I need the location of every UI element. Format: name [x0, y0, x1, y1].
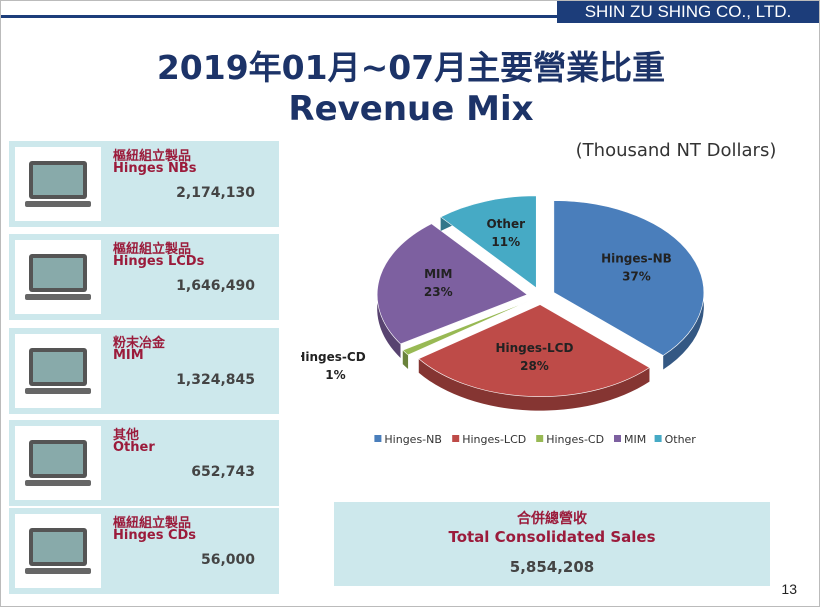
pie-slice — [553, 200, 705, 356]
product-card: 樞紐組立製品 Hinges LCDs 1,646,490 — [9, 234, 279, 320]
product-name-zh: 樞紐組立製品 — [113, 516, 192, 531]
title-line-2: Revenue Mix — [288, 89, 534, 129]
chart-subtitle: (Thousand NT Dollars) — [576, 140, 777, 161]
pie-slice-side — [402, 350, 409, 369]
legend-label: Other — [665, 433, 697, 446]
pie-slice-side — [418, 358, 650, 411]
product-value: 652,743 — [191, 464, 255, 480]
product-icon — [25, 348, 91, 394]
pie-slice — [376, 223, 528, 345]
product-image — [15, 426, 101, 500]
total-label-en: Total Consolidated Sales — [448, 528, 656, 546]
product-name-en: Hinges NBs — [113, 161, 197, 176]
product-image — [15, 240, 101, 314]
product-name-en: Other — [113, 440, 155, 455]
pie-slice — [402, 300, 530, 356]
legend-label: MIM — [624, 433, 646, 446]
product-name-en: Hinges CDs — [113, 528, 197, 543]
product-card: 粉末冶金 MIM 1,324,845 — [9, 328, 279, 414]
product-name-zh: 粉末冶金 — [113, 336, 166, 351]
product-name-en: Hinges LCDs — [113, 254, 205, 269]
product-image — [15, 514, 101, 588]
product-icon — [25, 254, 91, 300]
page-number: 13 — [781, 581, 797, 597]
title-line-1: 2019年01月~07月主要營業比重 — [156, 48, 666, 87]
product-image — [15, 147, 101, 221]
total-label-zh: 合併總營收 — [517, 511, 587, 527]
product-card: 樞紐組立製品 Hinges NBs 2,174,130 — [9, 141, 279, 227]
product-card: 樞紐組立製品 Hinges CDs 56,000 — [9, 508, 279, 594]
total-value: 5,854,208 — [509, 558, 595, 576]
slice-label: Other — [486, 217, 525, 231]
product-value: 56,000 — [200, 552, 255, 568]
legend-swatch — [654, 435, 662, 442]
slice-label: Hinges-NB — [601, 252, 672, 266]
pie-slice — [440, 195, 537, 289]
product-icon — [25, 440, 91, 486]
legend-label: Hinges-LCD — [462, 433, 526, 446]
product-value: 1,324,845 — [176, 372, 255, 388]
product-icon — [25, 528, 91, 574]
product-icon — [25, 161, 91, 207]
legend-swatch — [374, 435, 382, 442]
legend-swatch — [452, 435, 460, 442]
slice-label: MIM — [424, 267, 452, 281]
product-name-zh: 其他 — [113, 428, 140, 443]
legend-label: Hinges-NB — [384, 433, 442, 446]
slice-value-label: 23% — [424, 285, 453, 299]
slice-value-label: 37% — [622, 270, 651, 284]
product-name-zh: 樞紐組立製品 — [113, 242, 192, 257]
product-value: 2,174,130 — [176, 185, 255, 201]
slice-value-label: 11% — [491, 235, 520, 249]
product-image — [15, 334, 101, 408]
product-value: 1,646,490 — [176, 278, 255, 294]
product-name-zh: 樞紐組立製品 — [113, 149, 192, 164]
company-name: SHIN ZU SHING CO., LTD. — [557, 1, 819, 23]
slice-label: Hinges-CD — [301, 350, 366, 364]
slice-value-label: 28% — [520, 359, 549, 373]
slice-label: Hinges-LCD — [495, 341, 573, 355]
legend-swatch — [536, 435, 544, 442]
slice-value-label: 1% — [325, 368, 345, 382]
legend-swatch — [614, 435, 621, 442]
pie-chart: (Thousand NT Dollars) Hinges-NB 37% Hinges… — [301, 140, 777, 446]
legend-label: Hinges-CD — [546, 433, 604, 446]
product-name-en: MIM — [113, 348, 144, 363]
product-card: 其他 Other 652,743 — [9, 420, 279, 506]
total-box: 合併總營收 Total Consolidated Sales 5,854,208 — [334, 502, 770, 586]
header-line — [1, 15, 819, 18]
pie-slice — [418, 304, 651, 397]
